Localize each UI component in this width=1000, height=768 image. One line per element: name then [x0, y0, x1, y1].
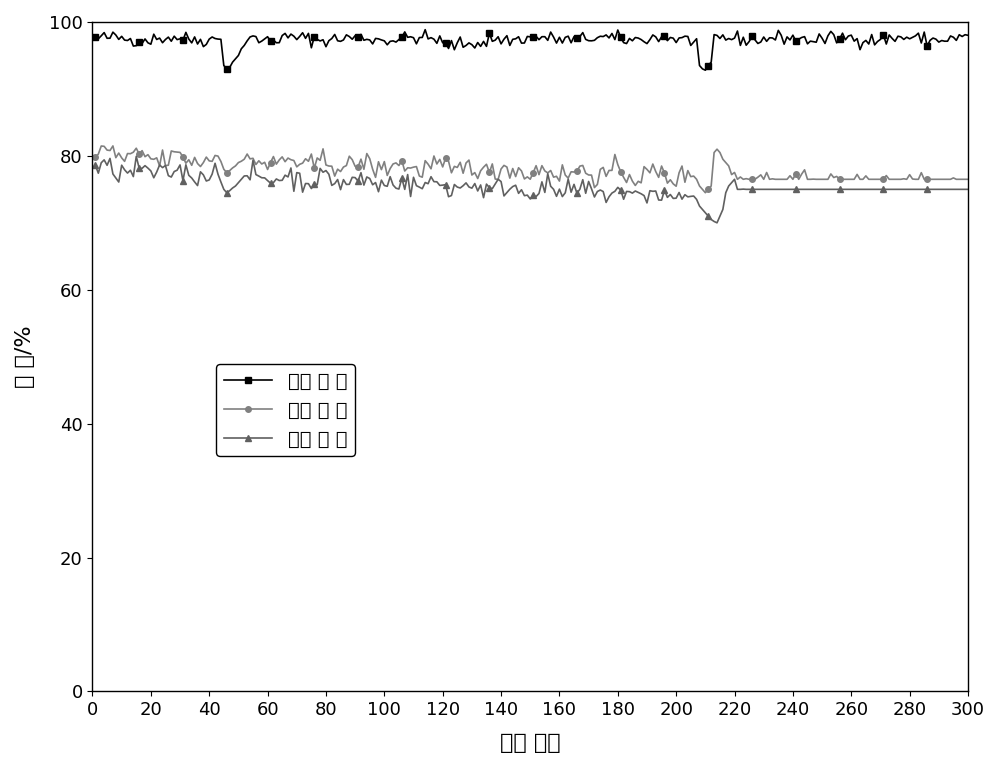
- 库伦 效 率: [626, 36, 638, 45]
- 库伦 效 率: [89, 32, 101, 41]
- 电压 效 率: [92, 150, 104, 159]
- 电压 效 率: [626, 177, 638, 186]
- 库伦 效 率: [419, 25, 431, 35]
- Line: 电压 效 率: 电压 效 率: [93, 143, 971, 196]
- 库伦 效 率: [609, 35, 621, 45]
- Line: 库伦 效 率: 库伦 效 率: [93, 27, 971, 73]
- Legend: 库伦 效 率, 电压 效 率, 能量 效 率: 库伦 效 率, 电压 效 率, 能量 效 率: [216, 364, 355, 456]
- 库伦 效 率: [831, 38, 843, 48]
- 电压 效 率: [699, 188, 711, 197]
- 库伦 效 率: [886, 34, 898, 43]
- 电压 效 率: [107, 141, 119, 151]
- X-axis label: 循环 次数: 循环 次数: [500, 733, 561, 753]
- 能量 效 率: [886, 185, 898, 194]
- 电压 效 率: [89, 153, 101, 162]
- 电压 效 率: [612, 160, 624, 169]
- 电压 效 率: [886, 174, 898, 184]
- 能量 效 率: [612, 183, 624, 192]
- 电压 效 率: [831, 172, 843, 181]
- 库伦 效 率: [699, 65, 711, 74]
- 库伦 效 率: [612, 25, 624, 35]
- 能量 效 率: [626, 188, 638, 197]
- 能量 效 率: [609, 187, 621, 196]
- 库伦 效 率: [962, 31, 974, 40]
- 库伦 效 率: [92, 35, 104, 44]
- 电压 效 率: [962, 174, 974, 184]
- 能量 效 率: [130, 152, 142, 161]
- Line: 能量 效 率: 能量 效 率: [93, 154, 971, 226]
- 电压 效 率: [609, 150, 621, 159]
- 能量 效 率: [92, 169, 104, 178]
- 能量 效 率: [962, 185, 974, 194]
- 能量 效 率: [831, 185, 843, 194]
- 能量 效 率: [89, 161, 101, 170]
- 能量 效 率: [711, 218, 723, 227]
- Y-axis label: 效 率/%: 效 率/%: [15, 326, 35, 388]
